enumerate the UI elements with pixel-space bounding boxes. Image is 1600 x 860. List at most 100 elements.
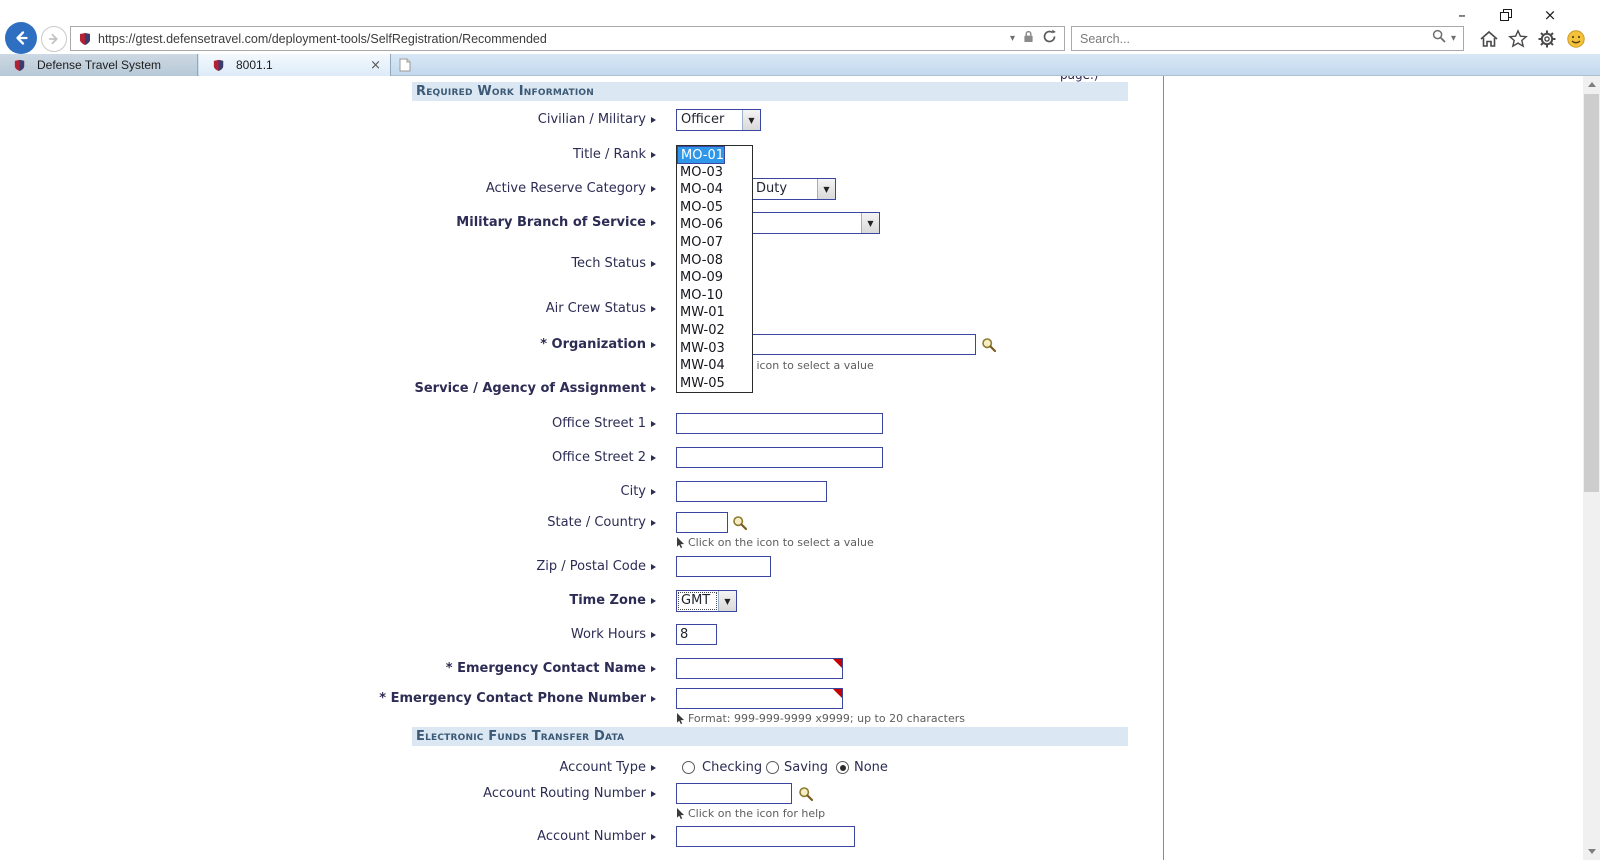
emergency-contact-name-input[interactable] bbox=[676, 658, 843, 679]
scroll-up-arrow[interactable] bbox=[1583, 76, 1600, 93]
settings-gear-icon[interactable] bbox=[1537, 29, 1557, 54]
select-value: Duty bbox=[756, 181, 788, 196]
account-type-none-radio[interactable] bbox=[836, 761, 849, 774]
label-arrow-icon bbox=[651, 666, 656, 672]
minimize-button[interactable]: – bbox=[1458, 6, 1466, 24]
tab-defense-travel-system[interactable]: Defense Travel System bbox=[0, 54, 198, 76]
label-arrow-icon bbox=[651, 421, 656, 427]
dropdown-option[interactable]: MW-04 bbox=[680, 358, 725, 374]
account-type-checking-option[interactable]: Checking bbox=[702, 760, 763, 775]
account-routing-number-label: Account Routing Number bbox=[0, 783, 656, 805]
routing-number-helper: Click on the icon for help bbox=[676, 807, 825, 820]
city-input[interactable] bbox=[676, 481, 827, 502]
page-content: page.) Required Work Information Civilia… bbox=[0, 76, 1600, 860]
office-street-2-input[interactable] bbox=[676, 447, 883, 468]
dropdown-option[interactable]: MO-03 bbox=[680, 164, 724, 180]
address-bar[interactable]: https://gtest.defensetravel.com/deployme… bbox=[70, 26, 1065, 51]
dropdown-option[interactable]: MO-08 bbox=[680, 252, 724, 268]
search-placeholder: Search... bbox=[1080, 31, 1131, 46]
emergency-contact-phone-input[interactable] bbox=[676, 688, 843, 709]
label-arrow-icon bbox=[651, 117, 656, 123]
chevron-down-icon[interactable]: ▼ bbox=[861, 213, 879, 233]
label-arrow-icon bbox=[651, 765, 656, 771]
home-icon[interactable] bbox=[1479, 29, 1499, 54]
label-arrow-icon bbox=[651, 220, 656, 226]
tab-close-icon[interactable]: × bbox=[370, 57, 381, 73]
account-type-saving-radio[interactable] bbox=[766, 761, 779, 774]
lock-icon[interactable] bbox=[1023, 30, 1034, 48]
dropdown-option[interactable]: MW-05 bbox=[680, 375, 725, 391]
phone-format-helper: Format: 999-999-9999 x9999; up to 20 cha… bbox=[676, 712, 965, 725]
url-text: https://gtest.defensetravel.com/deployme… bbox=[98, 31, 547, 46]
restore-button[interactable] bbox=[1484, 2, 1528, 28]
favorites-star-icon[interactable] bbox=[1508, 29, 1528, 54]
address-dropdown-icon[interactable]: ▾ bbox=[1009, 33, 1015, 44]
select-value: Officer bbox=[681, 112, 725, 127]
emergency-contact-phone-label: * Emergency Contact Phone Number bbox=[0, 688, 656, 710]
title-rank-dropdown-list: MO-01MO-02MO-03MO-04MO-05MO-06MO-07MO-08… bbox=[676, 145, 753, 394]
account-routing-number-input[interactable] bbox=[676, 783, 792, 804]
zip-postal-code-input[interactable] bbox=[676, 556, 771, 577]
label-arrow-icon bbox=[651, 306, 656, 312]
air-crew-status-label: Air Crew Status bbox=[0, 298, 656, 320]
dropdown-option[interactable]: MW-03 bbox=[680, 340, 725, 356]
routing-number-help-icon[interactable] bbox=[798, 786, 814, 806]
chevron-down-icon[interactable]: ▼ bbox=[742, 110, 760, 130]
account-number-input[interactable] bbox=[676, 826, 855, 847]
dropdown-option[interactable]: MW-02 bbox=[680, 322, 725, 338]
military-branch-of-service-label: Military Branch of Service bbox=[0, 212, 656, 234]
pointer-icon bbox=[677, 808, 684, 819]
required-marker-icon bbox=[833, 659, 842, 668]
search-icon[interactable] bbox=[1432, 29, 1446, 48]
account-type-saving-option[interactable]: Saving bbox=[784, 760, 829, 775]
civilian-military-select[interactable]: Officer ▼ bbox=[676, 109, 761, 131]
office-street-1-input[interactable] bbox=[676, 413, 883, 434]
pointer-icon bbox=[677, 537, 684, 548]
account-type-none-option[interactable]: None bbox=[854, 760, 888, 775]
account-type-label: Account Type bbox=[0, 757, 656, 779]
label-arrow-icon bbox=[651, 834, 656, 840]
refresh-icon[interactable] bbox=[1042, 29, 1057, 49]
search-input[interactable]: Search... ▾ bbox=[1071, 26, 1464, 51]
state-country-input[interactable] bbox=[676, 512, 728, 533]
label-arrow-icon bbox=[651, 632, 656, 638]
chevron-down-icon[interactable]: ▼ bbox=[817, 179, 835, 199]
tab-8001-1[interactable]: 8001.1 × bbox=[199, 54, 391, 76]
account-type-checking-radio[interactable] bbox=[682, 761, 695, 774]
work-hours-label: Work Hours bbox=[0, 624, 656, 646]
city-label: City bbox=[0, 481, 656, 503]
label-arrow-icon bbox=[651, 342, 656, 348]
dropdown-option[interactable]: MW-01 bbox=[680, 305, 725, 321]
state-country-helper: Click on the icon to select a value bbox=[676, 536, 874, 549]
new-tab-button[interactable] bbox=[395, 56, 414, 74]
forward-button[interactable] bbox=[41, 26, 67, 52]
scrollbar-thumb[interactable] bbox=[1584, 94, 1599, 492]
close-button[interactable]: × bbox=[1543, 6, 1557, 24]
civilian-military-label: Civilian / Military bbox=[0, 109, 656, 131]
dropdown-option[interactable]: MO-07 bbox=[680, 234, 724, 250]
restore-icon bbox=[1499, 8, 1512, 21]
back-button[interactable] bbox=[5, 22, 37, 54]
content-right-border bbox=[1163, 76, 1164, 860]
dropdown-option[interactable]: MO-06 bbox=[680, 217, 724, 233]
chevron-down-icon[interactable]: ▼ bbox=[718, 591, 736, 611]
dropdown-option[interactable]: MO-01 bbox=[677, 146, 726, 164]
label-arrow-icon bbox=[651, 489, 656, 495]
back-arrow-icon bbox=[16, 31, 28, 45]
state-country-lookup-icon[interactable] bbox=[732, 515, 748, 535]
time-zone-select[interactable]: GMT ▼ bbox=[676, 590, 737, 612]
select-value: GMT bbox=[677, 591, 718, 611]
dropdown-option[interactable]: MO-10 bbox=[680, 287, 724, 303]
feedback-smiley-icon[interactable] bbox=[1566, 29, 1586, 54]
organization-lookup-icon[interactable] bbox=[981, 337, 997, 357]
work-hours-input[interactable] bbox=[676, 624, 717, 645]
dropdown-option[interactable]: MO-04 bbox=[680, 182, 724, 198]
section-header-electronic-funds-transfer: Electronic Funds Transfer Data bbox=[412, 727, 1128, 746]
browser-chrome: https://gtest.defensetravel.com/deployme… bbox=[0, 0, 1600, 54]
search-dropdown-icon[interactable]: ▾ bbox=[1450, 33, 1456, 44]
vertical-scrollbar[interactable] bbox=[1583, 76, 1600, 860]
tab-favicon-icon bbox=[212, 59, 225, 72]
scroll-down-arrow[interactable] bbox=[1583, 843, 1600, 860]
dropdown-option[interactable]: MO-05 bbox=[680, 199, 724, 215]
dropdown-option[interactable]: MO-09 bbox=[680, 270, 724, 286]
